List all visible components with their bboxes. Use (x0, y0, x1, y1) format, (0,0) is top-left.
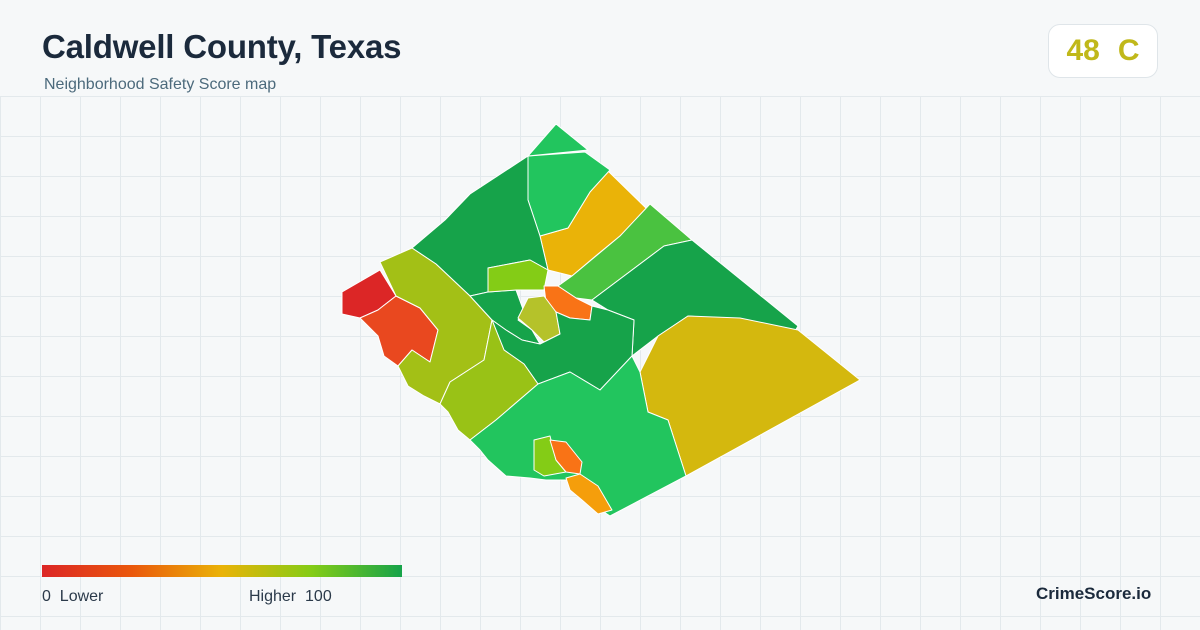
legend-high-label: Higher 100 (249, 588, 332, 606)
legend-low-text: Lower (59, 588, 104, 605)
page-subtitle: Neighborhood Safety Score map (44, 76, 277, 93)
legend-high-value: 100 (305, 588, 332, 605)
region-luling-3[interactable] (565, 473, 613, 515)
score-grade: C (1117, 34, 1140, 67)
region-west-3[interactable] (379, 247, 493, 405)
region-north-tip[interactable] (527, 123, 589, 157)
brand-logo-text[interactable]: CrimeScore.io (1036, 584, 1152, 603)
page-title: Caldwell County, Texas (42, 28, 402, 65)
legend-low-value: 0 (42, 588, 51, 605)
region-south[interactable] (469, 355, 687, 517)
score-value: 48 (1066, 34, 1100, 67)
legend-gradient-bar (42, 565, 402, 577)
legend-low-label: 0 Lower (42, 588, 103, 606)
safety-score-badge: 48 C (1048, 24, 1158, 78)
legend-high-text: Higher (249, 588, 297, 605)
header (0, 0, 1200, 96)
